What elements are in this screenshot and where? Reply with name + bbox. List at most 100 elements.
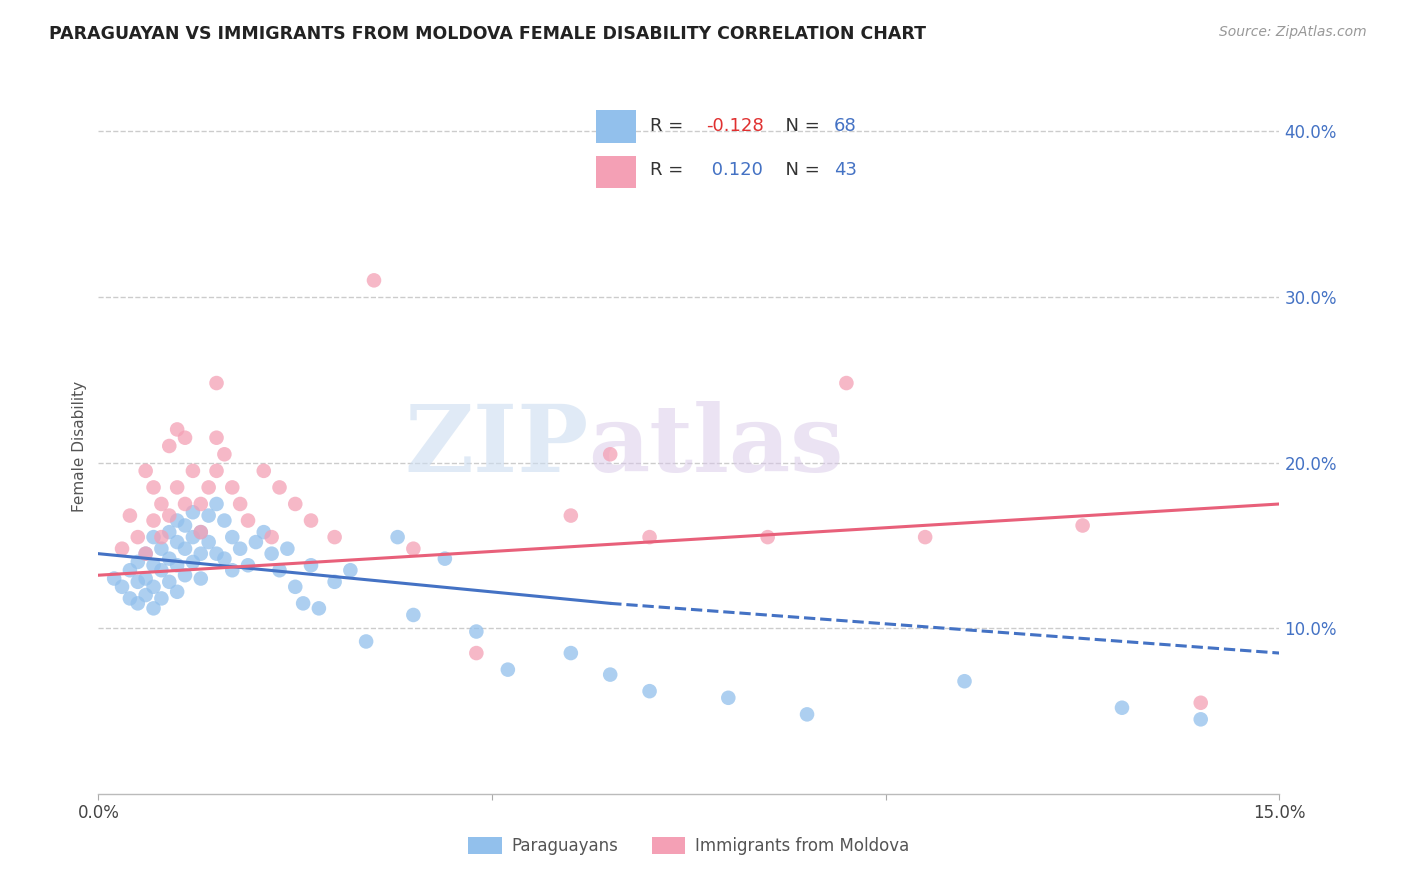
Point xyxy=(599,447,621,461)
Point xyxy=(166,584,188,599)
Point xyxy=(205,376,228,390)
Point xyxy=(190,525,212,540)
Point xyxy=(638,530,661,544)
Point xyxy=(118,563,141,577)
Point xyxy=(197,535,219,549)
Point xyxy=(1071,518,1094,533)
Point xyxy=(402,607,425,622)
Point xyxy=(269,480,291,494)
Point xyxy=(118,508,141,523)
Text: N =: N = xyxy=(773,118,825,136)
Point xyxy=(190,497,212,511)
Point xyxy=(142,514,165,528)
Point xyxy=(236,514,259,528)
Point xyxy=(308,601,330,615)
Point xyxy=(229,497,252,511)
Text: PARAGUAYAN VS IMMIGRANTS FROM MOLDOVA FEMALE DISABILITY CORRELATION CHART: PARAGUAYAN VS IMMIGRANTS FROM MOLDOVA FE… xyxy=(49,25,927,43)
Point xyxy=(323,574,346,589)
Point xyxy=(150,541,173,556)
Point xyxy=(205,497,228,511)
Point xyxy=(205,547,228,561)
Point xyxy=(150,497,173,511)
Point xyxy=(157,525,180,540)
Text: R =: R = xyxy=(650,161,689,179)
Point xyxy=(756,530,779,544)
Point xyxy=(190,525,212,540)
Point xyxy=(299,558,322,573)
Point xyxy=(229,541,252,556)
Point xyxy=(127,530,149,544)
Point xyxy=(205,431,228,445)
Point xyxy=(190,547,212,561)
Point xyxy=(127,574,149,589)
Point xyxy=(221,563,243,577)
Point xyxy=(166,422,188,436)
Point xyxy=(157,439,180,453)
FancyBboxPatch shape xyxy=(596,111,636,144)
Point xyxy=(796,707,818,722)
Point xyxy=(276,541,298,556)
Point xyxy=(142,580,165,594)
Point xyxy=(127,596,149,610)
Point xyxy=(181,555,204,569)
Point xyxy=(284,580,307,594)
Point xyxy=(150,563,173,577)
Point xyxy=(205,464,228,478)
Point xyxy=(402,541,425,556)
Point xyxy=(292,596,315,610)
Point xyxy=(560,508,582,523)
Point xyxy=(142,601,165,615)
Point xyxy=(914,530,936,544)
Text: -0.128: -0.128 xyxy=(706,118,763,136)
Point xyxy=(135,547,157,561)
Y-axis label: Female Disability: Female Disability xyxy=(72,380,87,512)
Point xyxy=(433,551,456,566)
Point xyxy=(197,480,219,494)
Point xyxy=(638,684,661,698)
Point xyxy=(111,580,134,594)
Point xyxy=(953,674,976,689)
Point xyxy=(157,551,180,566)
Point xyxy=(166,558,188,573)
Point xyxy=(465,646,488,660)
Point xyxy=(260,547,283,561)
Point xyxy=(260,530,283,544)
Point xyxy=(142,480,165,494)
Point xyxy=(1111,700,1133,714)
Text: 43: 43 xyxy=(834,161,858,179)
Point xyxy=(174,497,197,511)
Point xyxy=(174,431,197,445)
Point xyxy=(1189,696,1212,710)
Point xyxy=(236,558,259,573)
Point xyxy=(190,572,212,586)
Point xyxy=(1189,712,1212,726)
Point xyxy=(387,530,409,544)
Point xyxy=(135,464,157,478)
Point xyxy=(174,518,197,533)
Point xyxy=(157,574,180,589)
Legend: Paraguayans, Immigrants from Moldova: Paraguayans, Immigrants from Moldova xyxy=(461,830,917,862)
Text: Source: ZipAtlas.com: Source: ZipAtlas.com xyxy=(1219,25,1367,39)
Text: N =: N = xyxy=(773,161,825,179)
Point xyxy=(174,568,197,582)
Point xyxy=(135,572,157,586)
Point xyxy=(253,464,276,478)
Point xyxy=(181,505,204,519)
Point xyxy=(103,572,125,586)
Text: 68: 68 xyxy=(834,118,856,136)
Point xyxy=(299,514,322,528)
Text: ZIP: ZIP xyxy=(405,401,589,491)
Point xyxy=(363,273,385,287)
Point xyxy=(560,646,582,660)
Point xyxy=(166,535,188,549)
Point xyxy=(269,563,291,577)
Text: atlas: atlas xyxy=(589,401,844,491)
Point xyxy=(221,530,243,544)
Point xyxy=(339,563,361,577)
Point xyxy=(142,530,165,544)
Point xyxy=(214,447,236,461)
Point xyxy=(197,508,219,523)
Point xyxy=(181,530,204,544)
Point xyxy=(354,634,377,648)
Point xyxy=(253,525,276,540)
